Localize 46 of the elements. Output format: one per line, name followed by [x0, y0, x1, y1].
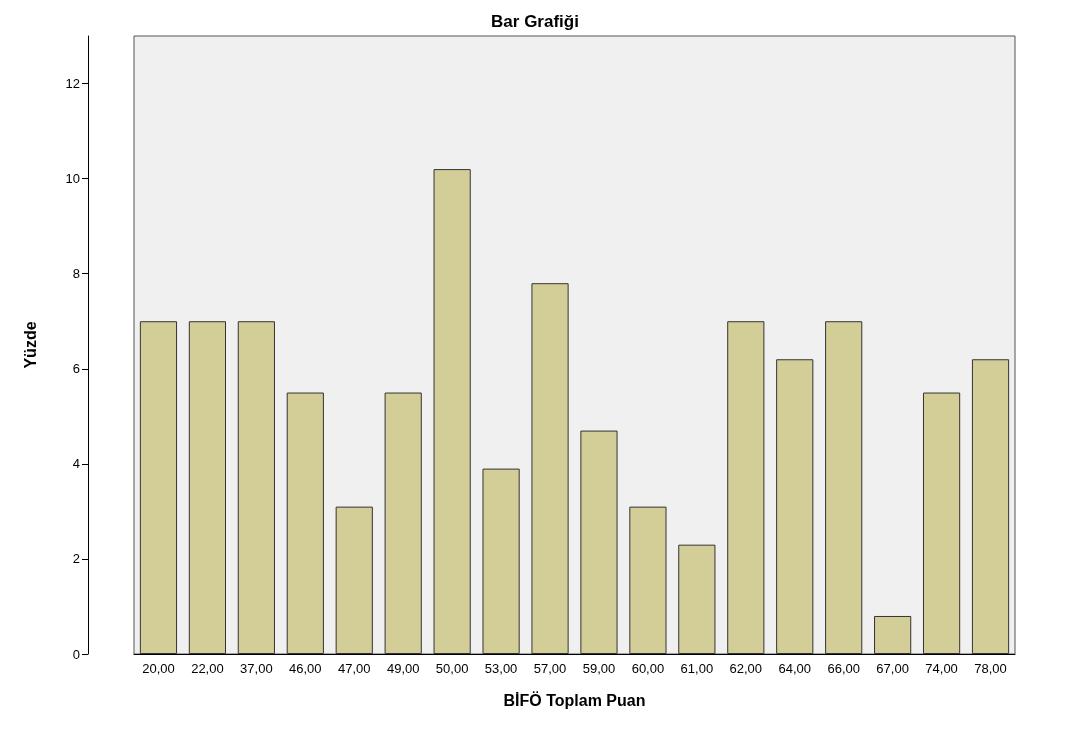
x-tick-label: 46,00: [289, 661, 322, 676]
bar: [286, 392, 324, 654]
bar: [384, 392, 422, 654]
x-tick-label: 64,00: [778, 661, 812, 676]
y-tick-label: 4: [72, 456, 80, 472]
bar: [825, 321, 863, 654]
bar: [727, 321, 765, 654]
y-tick-label: 12: [65, 76, 80, 92]
x-axis-title: BİFÖ Toplam Puan: [503, 690, 646, 709]
bar: [776, 359, 814, 654]
x-tick-label: 53,00: [484, 661, 518, 676]
y-tick-label: 0: [72, 646, 80, 662]
x-tick-label: 49,00: [386, 661, 420, 676]
x-tick-label: 62,00: [729, 661, 763, 676]
chart-title: Bar Grafiği: [491, 12, 579, 31]
bar: [139, 321, 178, 654]
x-tick-label: 67,00: [876, 661, 909, 676]
x-tick-label: 47,00: [337, 661, 371, 676]
x-tick-label: 74,00: [925, 661, 958, 676]
x-tick-label: 22,00: [191, 661, 224, 676]
x-tick-label: 60,00: [631, 661, 665, 676]
bar: [580, 430, 618, 654]
bar: [433, 169, 471, 654]
bar: [531, 283, 569, 654]
y-axis-title: Yüzde: [21, 321, 39, 369]
bar: [874, 615, 912, 654]
x-tick-label: 37,00: [240, 661, 273, 676]
x-tick-label: 20,00: [142, 661, 175, 676]
x-tick-label: 78,00: [974, 661, 1007, 676]
bar: [335, 506, 373, 654]
x-tick-label: 66,00: [827, 661, 860, 676]
y-tick-label: 8: [72, 266, 80, 282]
x-tick-label: 50,00: [435, 661, 469, 676]
y-tick-label: 6: [72, 361, 80, 377]
bar: [629, 506, 667, 654]
bar: [678, 544, 716, 654]
x-tick-label: 61,00: [680, 661, 714, 676]
bar: [971, 359, 1010, 654]
y-tick-label: 2: [72, 551, 80, 567]
y-tick-label: 10: [65, 171, 80, 187]
bar: [922, 392, 961, 654]
x-tick-label: 59,00: [582, 661, 616, 676]
bar: [482, 468, 520, 654]
bar: [237, 321, 275, 654]
bar: [188, 321, 227, 654]
x-tick-label: 57,00: [533, 661, 567, 676]
